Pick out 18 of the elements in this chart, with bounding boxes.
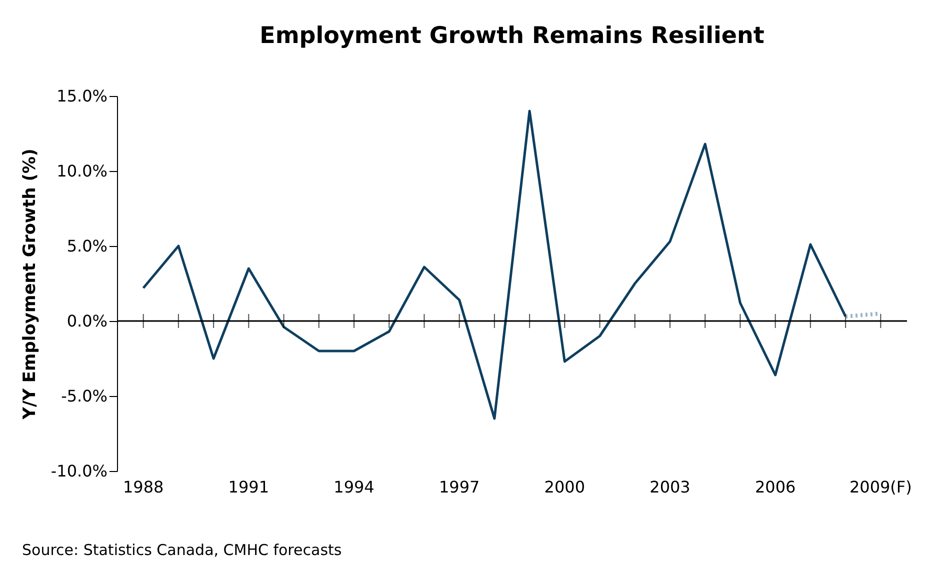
- y-axis-title: Y/Y Employment Growth (%): [20, 148, 40, 420]
- x-tick-label: 1988: [122, 478, 164, 496]
- x-tick-label: 1997: [438, 478, 480, 496]
- y-tick-label: -5.0%: [61, 386, 108, 406]
- x-tick-label: 2009(F): [849, 478, 912, 496]
- y-tick-label: 0.0%: [66, 312, 108, 330]
- y-tick-label: 10.0%: [56, 162, 108, 180]
- source-note: Source: Statistics Canada, CMHC forecasts: [22, 541, 342, 559]
- line-series: [142, 110, 847, 420]
- x-tick-label: 2006: [754, 478, 796, 496]
- y-tick-label: 5.0%: [66, 236, 108, 256]
- chart-title: Employment Growth Remains Resilient: [260, 23, 764, 49]
- x-tick-label: 2003: [650, 478, 690, 496]
- x-tick-label: 1991: [228, 478, 270, 496]
- x-tick-label: 2000: [544, 478, 586, 496]
- x-tick-label: 1994: [334, 478, 374, 496]
- y-tick-label: -10.0%: [50, 462, 108, 480]
- y-tick-label: 15.0%: [56, 86, 108, 106]
